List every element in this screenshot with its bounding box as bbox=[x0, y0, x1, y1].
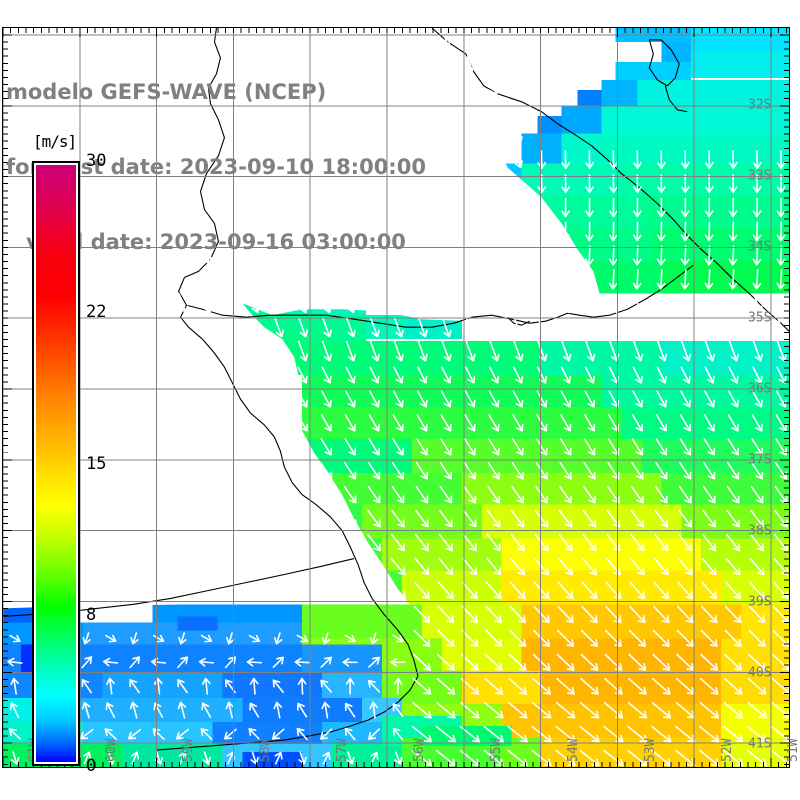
colorbar-tick-30: 30 bbox=[86, 151, 107, 171]
colorbar-tick-22: 22 bbox=[86, 302, 107, 322]
colorbar-tick-8: 8 bbox=[86, 605, 97, 625]
colorbar-tick-0: 0 bbox=[86, 756, 97, 776]
axis-ticks bbox=[3, 28, 789, 767]
map-plot-area bbox=[2, 27, 790, 768]
wind-arrow-field bbox=[7, 32, 789, 767]
map-canvas bbox=[3, 28, 789, 767]
colorbar-gradient bbox=[35, 164, 77, 763]
title-line-forecast-date: forecast date: 2023-09-10 18:00:00 bbox=[6, 155, 426, 179]
colorbar-units-label: [m/s] bbox=[33, 132, 77, 151]
title-line-model: modelo GEFS-WAVE (NCEP) bbox=[6, 80, 327, 104]
coastline bbox=[3, 28, 789, 751]
colorbar-tick-15: 15 bbox=[86, 454, 107, 474]
map-title: modelo GEFS-WAVE (NCEP) forecast date: 2… bbox=[6, 30, 426, 305]
windspeed-raster bbox=[3, 28, 789, 767]
colorbar-bar bbox=[32, 161, 80, 766]
